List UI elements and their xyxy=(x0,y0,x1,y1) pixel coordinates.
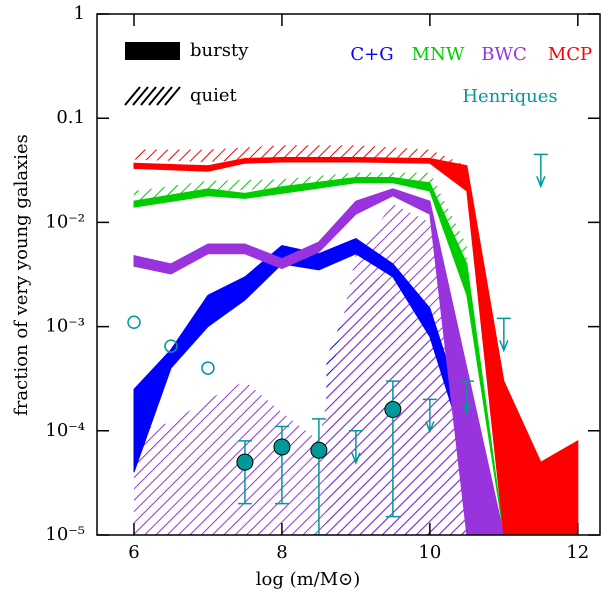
x-tick-label: 12 xyxy=(566,542,589,563)
y-tick-label: 10⁻⁴ xyxy=(45,420,85,441)
legend-label: MNW xyxy=(412,44,465,65)
y-tick-label: 10⁻⁵ xyxy=(45,524,85,545)
x-tick-label: 8 xyxy=(276,542,287,563)
bursty-band xyxy=(133,176,505,535)
y-axis-label: fraction of very young galaxies xyxy=(11,134,32,416)
upper-limit xyxy=(533,153,548,189)
legend-quiet-swatch xyxy=(124,86,181,106)
legend-label: MCP xyxy=(548,44,592,65)
x-tick-label: 6 xyxy=(128,542,139,563)
y-tick-label: 0.1 xyxy=(56,107,85,128)
legend-label: BWC xyxy=(481,44,527,65)
upper-limit xyxy=(422,398,437,434)
x-tick-label: 10 xyxy=(418,542,441,563)
y-tick-label: 10⁻² xyxy=(45,211,85,232)
legend-quiet: quiet xyxy=(190,85,238,106)
plot-frame xyxy=(96,13,601,536)
legend-label: Henriques xyxy=(462,86,557,107)
y-tick-label: 10⁻³ xyxy=(45,316,85,337)
bursty-band xyxy=(133,188,505,535)
legend-label: C+G xyxy=(350,44,393,65)
error-bar xyxy=(237,440,252,505)
upper-limit xyxy=(459,380,474,416)
bursty-band xyxy=(133,156,579,535)
upper-limit xyxy=(496,317,511,353)
filled-point xyxy=(384,401,402,419)
legend-bursty-swatch xyxy=(125,42,180,60)
x-axis-label: log (m/M⊙) xyxy=(256,569,361,590)
y-tick-label: 1 xyxy=(74,3,85,24)
filled-point xyxy=(236,453,254,471)
quiet-band xyxy=(133,204,467,535)
quiet-band xyxy=(133,145,467,173)
open-point xyxy=(164,339,178,353)
filled-point xyxy=(273,438,291,456)
quiet-band xyxy=(133,172,467,264)
plot-area xyxy=(127,145,579,535)
error-bar xyxy=(311,418,326,535)
open-point xyxy=(201,361,215,375)
open-point xyxy=(127,315,141,330)
filled-point xyxy=(310,441,328,459)
legend-bursty: bursty xyxy=(190,40,249,61)
upper-limit xyxy=(348,430,363,465)
